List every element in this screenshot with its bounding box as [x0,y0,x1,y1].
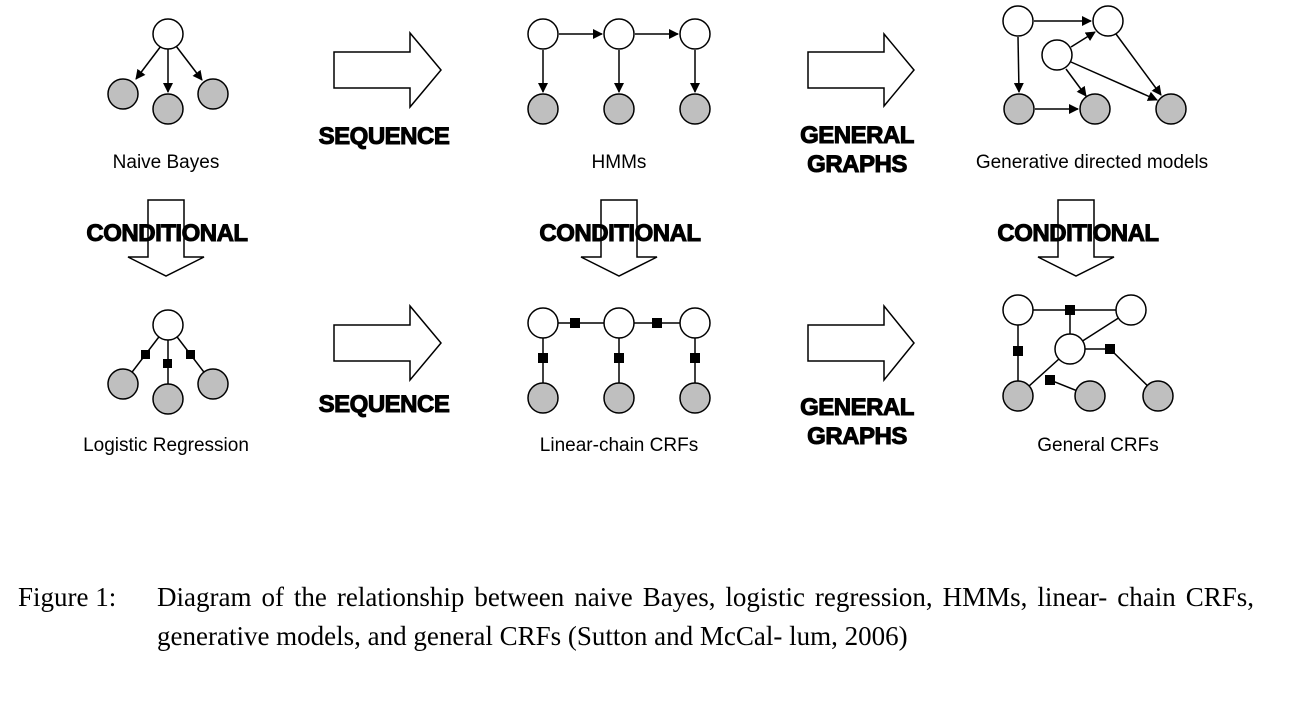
linear-chain-crf-graph [527,307,711,414]
label-hmms: HMMs [592,152,647,173]
naive-bayes-graph [107,18,229,125]
label-conditional-right: CONDITIONAL [997,220,1158,247]
sequence-arrow-top [333,30,442,110]
observed-node [1074,380,1106,412]
observation-node [679,93,711,125]
label-graphs-top: GRAPHS [807,151,907,178]
observed-node [1079,93,1111,125]
factor-node [538,353,548,363]
observation-node [527,382,559,414]
state-node [679,307,711,339]
factor-node [141,350,150,359]
conditional-arrow-middle [580,199,658,277]
state-node [679,18,711,50]
feature-node [152,93,184,125]
sequence-arrow-bottom [333,303,442,383]
observed-node [1142,380,1174,412]
factor-node [1013,346,1023,356]
feature-node [197,78,229,110]
label-sequence-top: SEQUENCE [319,123,450,150]
feature-node [152,383,184,415]
label-general-top: GENERAL [800,122,914,149]
caption-prefix: Figure 1: [18,582,117,612]
factor-node [652,318,662,328]
observed-node [1155,93,1187,125]
observed-node [1002,380,1034,412]
label-general-bottom: GENERAL [800,394,914,421]
conditional-arrow-left [127,199,205,277]
factor-node [163,359,172,368]
hidden-node [1041,39,1073,71]
factor-node [690,353,700,363]
class-node [152,18,184,50]
hidden-node [1115,294,1147,326]
hmm-graph [527,18,711,125]
observation-node [603,93,635,125]
state-node [527,307,559,339]
factor-node [186,350,195,359]
hidden-node [1002,5,1034,37]
label-sequence-bottom: SEQUENCE [319,391,450,418]
label-naive-bayes: Naive Bayes [113,152,220,173]
observation-node [679,382,711,414]
label-logistic-regression: Logistic Regression [83,435,249,456]
class-node [152,309,184,341]
label-conditional-left: CONDITIONAL [86,220,247,247]
factor-node [1065,305,1075,315]
hidden-node [1054,333,1086,365]
label-conditional-middle: CONDITIONAL [539,220,700,247]
state-node [603,307,635,339]
factor-node [1045,375,1055,385]
factor-node [570,318,580,328]
conditional-arrow-right [1037,199,1115,277]
label-linear-chain-crfs: Linear-chain CRFs [540,435,698,456]
label-general-crfs: General CRFs [1037,435,1158,456]
hidden-node [1002,294,1034,326]
observation-node [527,93,559,125]
general-graphs-arrow-top [807,31,915,109]
observation-node [603,382,635,414]
logistic-regression-graph [107,309,229,415]
label-generative-directed-models: Generative directed models [976,152,1208,173]
state-node [603,18,635,50]
caption-text: Diagram of the relationship between naiv… [157,582,1254,651]
factor-node [1105,344,1115,354]
feature-node [107,368,139,400]
factor-node [614,353,624,363]
state-node [527,18,559,50]
general-crf-graph [1002,294,1174,412]
feature-node [197,368,229,400]
feature-node [107,78,139,110]
generative-directed-graph [1002,5,1187,125]
general-graphs-arrow-bottom [807,303,915,383]
relationship-diagram: Naive Bayes HMMs Generative directed mod… [83,5,1208,456]
hidden-node [1092,5,1124,37]
observed-node [1003,93,1035,125]
label-graphs-bottom: GRAPHS [807,423,907,450]
